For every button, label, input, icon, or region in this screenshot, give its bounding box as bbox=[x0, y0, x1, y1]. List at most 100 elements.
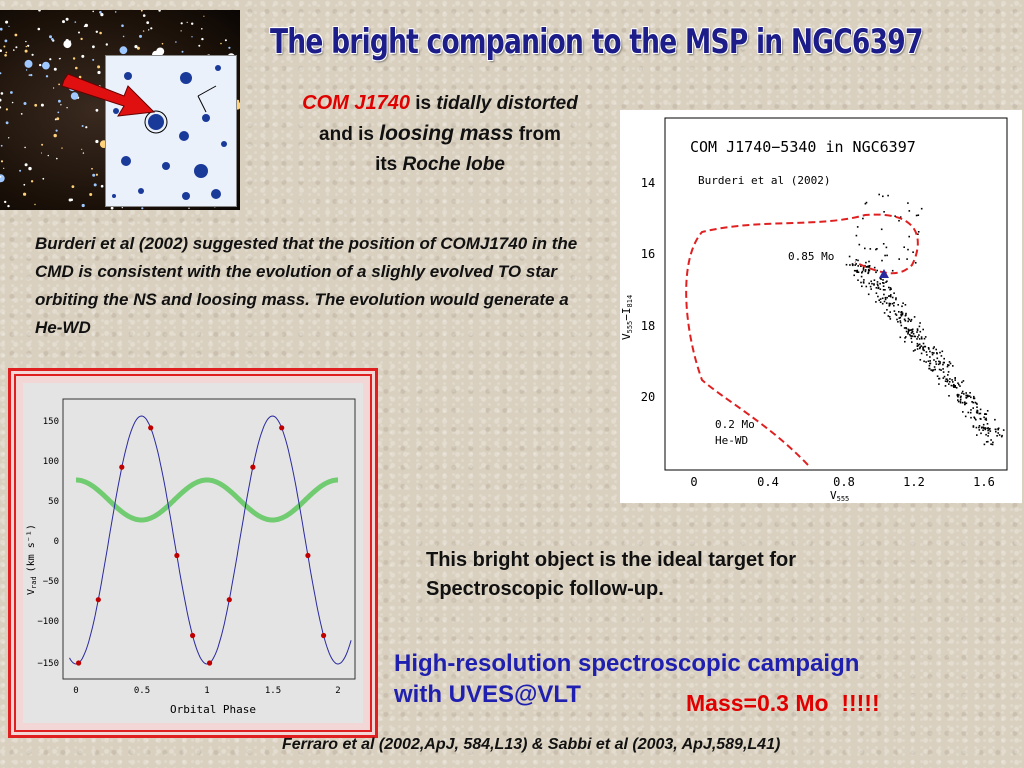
mass-result: Mass=0.3 Mo !!!!! bbox=[686, 690, 880, 716]
star bbox=[91, 167, 93, 170]
cmd-point bbox=[948, 395, 950, 397]
cmd-point bbox=[873, 284, 875, 286]
star bbox=[114, 11, 117, 13]
cmd-point bbox=[947, 374, 949, 376]
cmd-point bbox=[954, 386, 957, 388]
cmd-point bbox=[913, 316, 916, 318]
star bbox=[203, 15, 205, 17]
star bbox=[13, 49, 15, 51]
cmd-point bbox=[987, 432, 990, 434]
star bbox=[55, 129, 58, 132]
cmd-point bbox=[953, 386, 955, 388]
cmd-point bbox=[934, 368, 936, 371]
rv-point bbox=[279, 425, 285, 431]
cmd-point bbox=[933, 359, 935, 361]
cmd-point bbox=[914, 349, 916, 351]
cmd-point bbox=[990, 439, 992, 441]
cmd-point bbox=[917, 336, 919, 338]
cmd-point bbox=[963, 393, 965, 395]
star bbox=[38, 10, 41, 12]
cmd-point bbox=[853, 269, 856, 272]
cmd-point bbox=[848, 255, 851, 258]
star bbox=[24, 59, 33, 68]
cmd-point bbox=[916, 331, 918, 333]
explanation-paragraph: Burderi et al (2002) suggested that the … bbox=[35, 234, 578, 337]
cmd-point bbox=[919, 322, 921, 324]
cmd-point bbox=[919, 347, 921, 350]
star bbox=[5, 51, 8, 54]
cmd-point bbox=[864, 270, 867, 273]
cmd-point bbox=[862, 267, 865, 270]
star bbox=[228, 46, 231, 49]
cmd-point bbox=[908, 318, 911, 321]
rv-point bbox=[76, 660, 82, 666]
cmd-point bbox=[996, 435, 998, 437]
star bbox=[191, 36, 193, 38]
star bbox=[0, 176, 2, 178]
cmd-point bbox=[911, 331, 913, 333]
cmd-point bbox=[884, 296, 887, 299]
cmd-point bbox=[933, 366, 936, 368]
subtitle-from: from bbox=[518, 124, 561, 145]
cmd-point bbox=[867, 265, 870, 267]
cmd-point bbox=[942, 368, 944, 370]
cmd-point bbox=[958, 394, 960, 396]
cmd-point bbox=[897, 304, 899, 306]
cmd-point bbox=[969, 392, 971, 394]
finder-chart-svg bbox=[112, 65, 227, 200]
star bbox=[11, 101, 14, 104]
cmd-point bbox=[877, 287, 880, 290]
star bbox=[191, 22, 194, 25]
cmd-point bbox=[875, 271, 877, 274]
cmd-point bbox=[948, 364, 950, 367]
cmd-point bbox=[871, 282, 873, 285]
star bbox=[34, 203, 36, 206]
cmd-point bbox=[912, 333, 915, 335]
cmd-point bbox=[881, 259, 883, 262]
cmd-point bbox=[969, 411, 972, 414]
cmd-point bbox=[922, 348, 924, 351]
star bbox=[3, 45, 6, 48]
star bbox=[136, 46, 140, 50]
cmd-point bbox=[898, 219, 900, 222]
star bbox=[85, 126, 88, 129]
cmd-point bbox=[861, 285, 863, 288]
cmd-point bbox=[901, 313, 904, 316]
star bbox=[142, 30, 145, 32]
cmd-point bbox=[1000, 435, 1003, 438]
cmd-point bbox=[889, 287, 892, 289]
star bbox=[41, 143, 44, 146]
cmd-point bbox=[891, 269, 894, 272]
cmd-point bbox=[889, 302, 892, 305]
cmd-point bbox=[918, 338, 921, 340]
cmd-point bbox=[970, 416, 972, 419]
star bbox=[42, 61, 50, 70]
star bbox=[7, 204, 10, 208]
subtitle-block: COM J1740 is tidally distorted and is lo… bbox=[245, 88, 635, 180]
cmd-point bbox=[929, 362, 932, 365]
rv-x-tick: 1.5 bbox=[265, 686, 281, 696]
star bbox=[19, 169, 22, 172]
rv-point bbox=[305, 552, 311, 559]
star bbox=[25, 45, 27, 48]
cmd-point bbox=[882, 289, 885, 291]
star bbox=[201, 37, 204, 41]
cmd-point bbox=[911, 341, 913, 343]
cmd-point bbox=[982, 429, 984, 431]
cmd-point bbox=[976, 410, 979, 412]
star bbox=[8, 25, 10, 27]
star bbox=[92, 58, 95, 61]
cmd-point bbox=[932, 347, 935, 350]
star bbox=[57, 111, 60, 114]
cmd-point bbox=[957, 382, 959, 384]
cmd-point bbox=[913, 335, 915, 338]
star bbox=[78, 31, 80, 34]
cmd-point bbox=[907, 320, 909, 323]
star bbox=[92, 45, 95, 49]
cmd-point bbox=[875, 301, 877, 303]
cmd-point bbox=[903, 318, 906, 321]
cmd-point bbox=[935, 363, 938, 365]
cmd-point bbox=[887, 194, 889, 197]
cmd-point bbox=[857, 265, 859, 267]
star bbox=[14, 33, 18, 37]
